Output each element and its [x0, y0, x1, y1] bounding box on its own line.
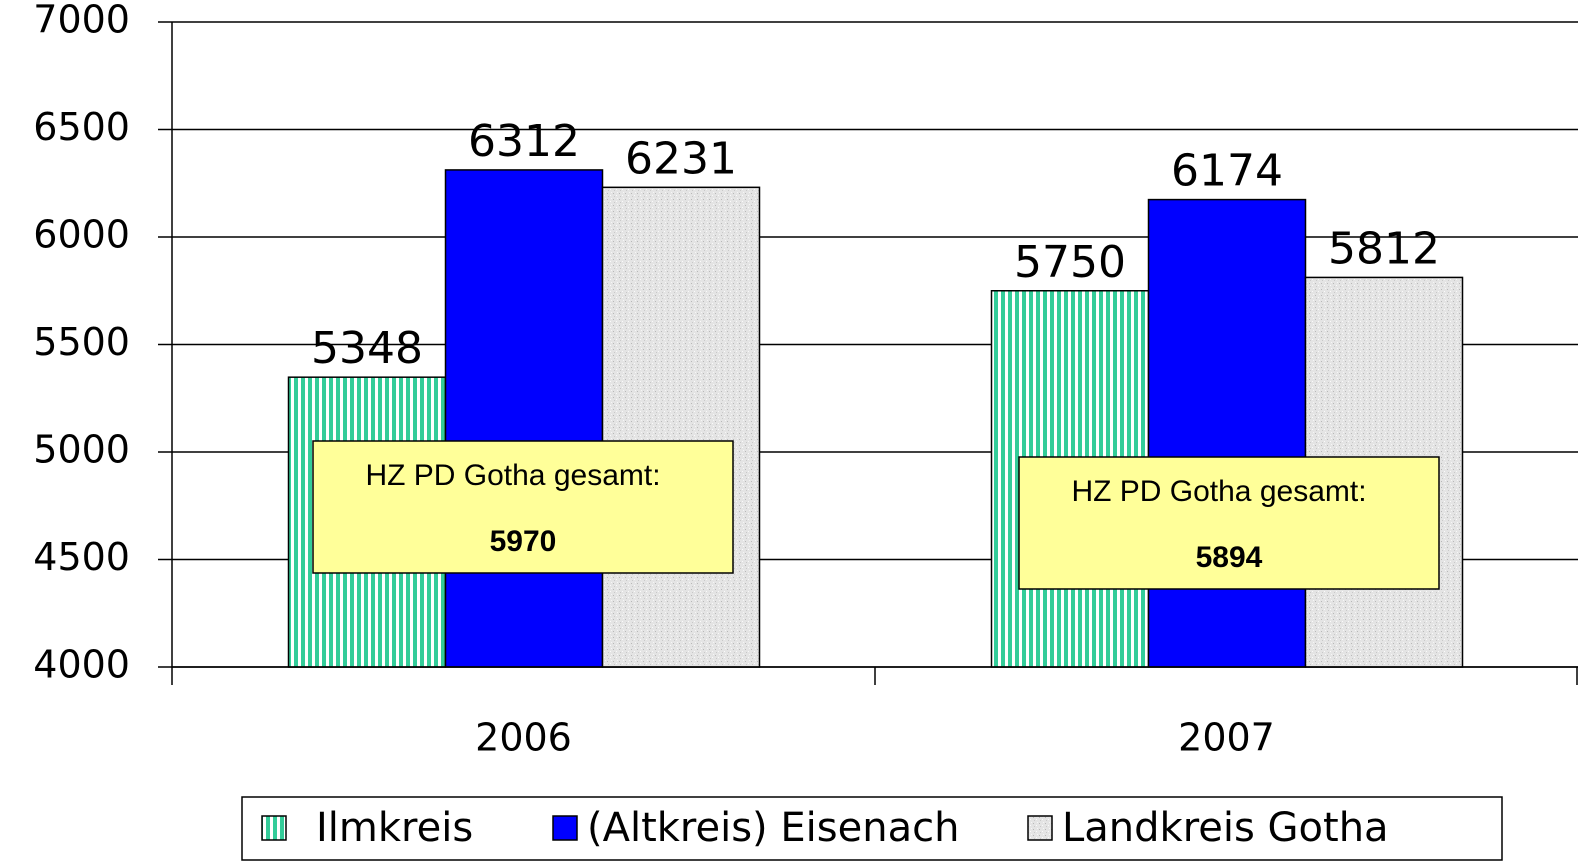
- y-tick-label: 4500: [33, 535, 130, 579]
- y-tick-label: 4000: [33, 643, 130, 687]
- y-tick-label: 5500: [33, 320, 130, 364]
- legend-swatch: [1027, 815, 1053, 841]
- annotation-value: 5894: [1196, 541, 1263, 574]
- bar: [601, 186, 761, 668]
- annotation-text: HZ PD Gotha gesamt:: [1071, 475, 1366, 508]
- annotation-value: 5970: [490, 525, 557, 558]
- y-tick-label: 5000: [33, 428, 130, 472]
- value-label: 5750: [1014, 237, 1126, 288]
- value-label: 6312: [468, 116, 580, 167]
- legend-box: [241, 796, 1503, 861]
- value-label: 6231: [625, 133, 737, 184]
- x-tick-label: 2006: [475, 716, 572, 760]
- bar: [1147, 198, 1307, 668]
- legend-label: Landkreis Gotha: [1062, 805, 1389, 851]
- annotation-text: HZ PD Gotha gesamt:: [365, 459, 660, 492]
- legend-label: (Altkreis) Eisenach: [587, 805, 959, 851]
- x-tick-label: 2007: [1178, 716, 1275, 760]
- value-label: 5348: [311, 323, 423, 374]
- legend-swatch: [261, 815, 287, 841]
- y-tick-label: 7000: [33, 0, 130, 42]
- y-tick-label: 6500: [33, 105, 130, 149]
- legend-swatch: [552, 815, 578, 841]
- legend-label: Ilmkreis: [316, 805, 473, 851]
- value-label: 6174: [1171, 146, 1283, 197]
- y-tick-label: 6000: [33, 213, 130, 257]
- value-label: 5812: [1328, 223, 1440, 274]
- annotation-box: [1018, 456, 1440, 590]
- bar: [444, 169, 604, 668]
- annotation-box: [312, 440, 734, 574]
